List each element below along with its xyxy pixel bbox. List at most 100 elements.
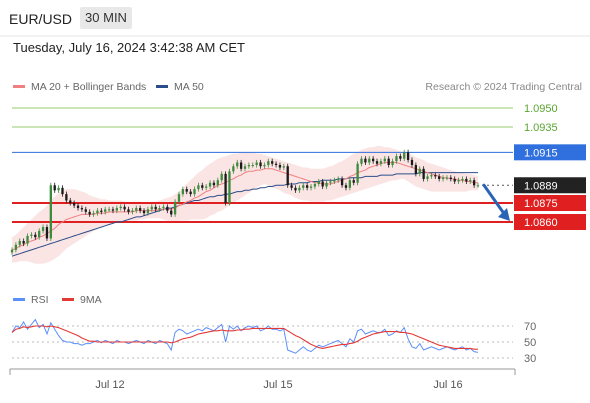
candle-body [453, 178, 456, 182]
candle-body [321, 181, 324, 187]
ma50-line [11, 172, 478, 257]
candle-body [426, 176, 429, 179]
candle-body [387, 158, 390, 165]
candle-body [294, 187, 297, 191]
candle-body [220, 173, 223, 181]
candle-body [391, 161, 394, 165]
candle-body [278, 165, 282, 168]
candle-body [177, 194, 181, 202]
legend-rsi: RSI [31, 294, 49, 306]
candle-body [263, 165, 266, 167]
candle-body [181, 189, 185, 195]
candle-body [333, 180, 336, 182]
candle-body [115, 208, 119, 211]
candle-body [364, 158, 367, 163]
candle-body [344, 185, 348, 188]
candle-body [201, 185, 204, 188]
symbol-title: EUR/USD [9, 11, 73, 27]
candle-body [438, 176, 441, 179]
candle-body [383, 158, 386, 162]
level-label-1.0889: 1.0889 [524, 180, 558, 192]
candle-body [119, 206, 122, 209]
candle-body [216, 180, 219, 186]
rsi-tick-50: 50 [524, 337, 536, 349]
candle-body [61, 187, 64, 195]
candle-body [173, 201, 177, 215]
candle-body [57, 187, 60, 191]
candle-body [92, 213, 95, 215]
candle-body [340, 178, 344, 186]
forecast-arrowhead [498, 208, 510, 221]
candle-body [375, 161, 379, 164]
candle-body [18, 241, 21, 245]
candle-body [247, 165, 251, 167]
legend-rsi9: 9MA [80, 294, 102, 306]
candle-body [41, 227, 45, 231]
candle-body [146, 209, 150, 214]
level-tag-1.0915 [514, 144, 586, 161]
timestamp: Tuesday, July 16, 2024 3:42:38 AM CET [13, 40, 245, 55]
timeframe-badge[interactable]: 30 MIN [80, 7, 132, 29]
candle-body [348, 180, 352, 188]
candle-body [135, 208, 138, 211]
candle-body [123, 206, 126, 210]
candle-body [170, 210, 173, 215]
candle-body [329, 181, 332, 183]
candle-body [107, 209, 111, 211]
candle-body [422, 168, 425, 179]
level-tag-1.0889 [514, 177, 586, 194]
candle-body [38, 230, 41, 238]
candle-body [449, 177, 452, 179]
candle-body [430, 175, 433, 177]
candle-body [158, 208, 161, 210]
ma50-swatch [156, 84, 168, 88]
candle-body [34, 234, 37, 238]
candle-body [441, 177, 445, 179]
candle-body [193, 189, 196, 195]
candle-body [313, 184, 317, 187]
candle-body [267, 161, 270, 165]
candle-body [243, 166, 247, 169]
candle-body [465, 178, 468, 182]
candle-body [154, 206, 157, 210]
legend-ma20: MA 20 + Bollinger Bands [13, 81, 146, 93]
candle-body [26, 235, 29, 244]
level-tag-1.0860 [514, 214, 586, 230]
candle-body [259, 162, 262, 167]
level-label-1.0875: 1.0875 [524, 198, 558, 210]
candle-body [84, 209, 87, 212]
candle-body [317, 181, 320, 184]
candle-body [127, 209, 130, 212]
candle-body [88, 211, 91, 215]
candle-body [49, 185, 52, 239]
candle-body [236, 162, 239, 167]
rsi-tick-70: 70 [524, 321, 536, 333]
forecast-arrow [482, 183, 507, 217]
candle-body [189, 191, 192, 195]
candle-body [286, 166, 289, 186]
level-label-1.0950: 1.0950 [524, 103, 558, 115]
candle-body [410, 159, 414, 165]
level-label-1.0935: 1.0935 [524, 122, 558, 134]
candle-body [30, 234, 33, 236]
candle-body [232, 166, 235, 172]
candle-body [80, 208, 84, 210]
legend-ma20-label: MA 20 + Bollinger Bands [31, 81, 147, 93]
candle-body [65, 194, 68, 201]
candle-body [76, 205, 80, 209]
candle-body [197, 185, 200, 190]
candle-body [131, 210, 134, 212]
candle-body [414, 165, 418, 174]
legend-ma50-label: MA 50 [174, 81, 204, 93]
candle-body [271, 161, 274, 164]
level-label-1.0915: 1.0915 [524, 147, 558, 159]
candle-body [45, 227, 49, 239]
candle-body [212, 182, 216, 186]
candle-body [205, 186, 208, 188]
legend-ma50: MA 50 [156, 81, 204, 93]
candle-body [399, 156, 402, 159]
candle-body [337, 178, 340, 181]
candle-body [96, 210, 99, 214]
x-tick-label: Jul 12 [95, 379, 124, 391]
